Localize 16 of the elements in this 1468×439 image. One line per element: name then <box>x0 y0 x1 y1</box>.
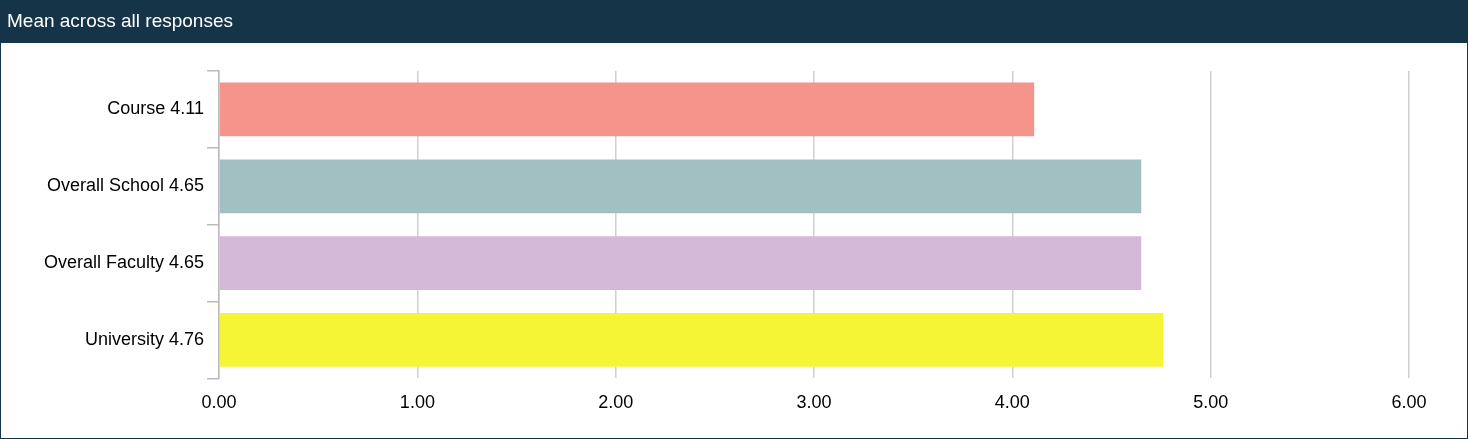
x-tick-label: 3.00 <box>796 392 832 413</box>
bar <box>219 82 1035 137</box>
x-tick-label: 5.00 <box>1193 392 1229 413</box>
x-tick-label: 2.00 <box>598 392 634 413</box>
chart-title: Mean across all responses <box>1 1 1467 43</box>
x-tick-label: 6.00 <box>1391 392 1427 413</box>
bar <box>219 159 1142 214</box>
y-tick-label: Overall Faculty 4.65 <box>43 252 205 273</box>
y-tick-label: University 4.76 <box>85 328 205 349</box>
y-tick-label: Course 4.11 <box>107 98 205 119</box>
y-tick-label: Overall School 4.65 <box>46 175 205 196</box>
x-tick-label: 0.00 <box>201 392 237 413</box>
bar <box>219 236 1142 291</box>
bar <box>219 313 1164 367</box>
x-tick-label: 4.00 <box>994 392 1030 413</box>
x-tick-label: 1.00 <box>399 392 435 413</box>
